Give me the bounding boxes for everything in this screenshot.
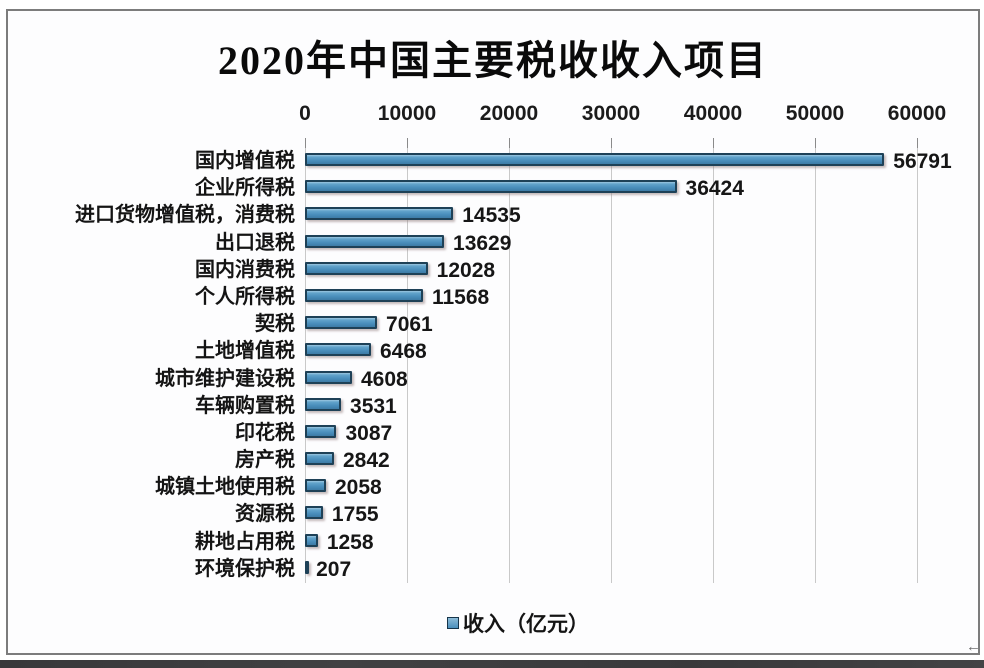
gridline: [611, 148, 612, 583]
chart-frame: [6, 9, 980, 655]
category-label: 环境保护税: [195, 557, 295, 580]
legend: 收入（亿元）: [6, 607, 980, 639]
bar: [305, 560, 309, 574]
x-tick-mark: [611, 138, 612, 148]
category-label: 土地增值税: [195, 340, 295, 363]
bar-row: 城镇土地使用税 2058: [155, 474, 917, 501]
legend-marker-icon: [447, 617, 459, 629]
category-label: 城市维护建设税: [155, 367, 295, 390]
x-tick-mark: [407, 138, 408, 148]
bar-row: 土地增值税 6468: [195, 338, 917, 365]
plot-area: 国内增值税 56791 企业所得税 36424 进口货物增值税，消费税 14535 出口退税…: [75, 148, 952, 583]
category-label: 车辆购置税: [195, 394, 295, 417]
bar-row: 企业所得税 36424: [195, 175, 917, 202]
bar: [305, 533, 318, 547]
bar-value-label: 207: [316, 557, 352, 581]
bar-row: 出口退税 13629: [215, 230, 917, 257]
partial-cursor-glyph: ←: [966, 638, 981, 655]
bar-row: 进口货物增值税，消费税 14535: [75, 202, 917, 229]
x-tick-mark: [917, 138, 918, 148]
gridline: [407, 148, 408, 583]
bar: [305, 452, 334, 466]
bar-row: 印花税 3087: [235, 420, 917, 447]
x-tick-label: 60000: [887, 102, 947, 125]
gridline: [815, 148, 816, 583]
bar-value-label: 56791: [893, 150, 952, 173]
legend-label: 收入（亿元）: [463, 613, 589, 636]
bar-value-label: 11568: [431, 285, 490, 309]
bar: [305, 288, 423, 302]
bar: [305, 343, 371, 357]
bar-row: 国内消费税 12028: [195, 257, 917, 284]
category-label: 国内消费税: [195, 258, 295, 281]
category-label: 出口退税: [215, 231, 295, 254]
category-label: 房产税: [235, 449, 295, 472]
bar: [305, 153, 885, 166]
bar-row: 房产税 2842: [235, 447, 917, 474]
bar-value-label: 3531: [350, 394, 397, 418]
bar-value-label: 13629: [453, 231, 512, 255]
bar-value-label: 7061: [386, 313, 433, 337]
legend-entry: 收入（亿元）: [447, 608, 589, 638]
bar-value-label: 12028: [436, 258, 496, 282]
x-tick-mark: [713, 138, 714, 148]
x-tick-label: 50000: [785, 102, 845, 125]
bar-value-label: 2058: [334, 476, 382, 500]
x-tick-label: 0: [299, 102, 311, 125]
bar: [305, 234, 445, 248]
x-axis-ticks: 0 10000 20000 30000 40000 50000 60000: [299, 102, 946, 148]
bar-value-label: 1755: [331, 503, 379, 527]
bar: [305, 479, 326, 493]
bar-value-label: 3087: [345, 421, 393, 445]
bar-row: 资源税 1755: [235, 501, 917, 528]
bar-value-label: 1258: [326, 530, 374, 554]
bottom-strip: [0, 660, 984, 668]
chart-title: 2020年中国主要税收收入项目: [218, 38, 768, 83]
bar: [305, 207, 454, 221]
bar-row: 个人所得税 11568: [195, 284, 917, 311]
bar-value-label: 6468: [379, 340, 427, 364]
bar: [305, 424, 337, 438]
gridline: [917, 148, 918, 583]
bar-row: 环境保护税 207: [195, 556, 917, 583]
bar-value-label: 4608: [361, 367, 408, 391]
bar: [305, 180, 677, 194]
x-tick-mark: [305, 138, 306, 148]
bar-row: 契税 7061: [255, 311, 917, 338]
category-label: 进口货物增值税，消费税: [75, 204, 295, 227]
category-label: 耕地占用税: [195, 530, 295, 553]
category-label: 契税: [255, 313, 295, 336]
category-label: 城镇土地使用税: [155, 476, 295, 499]
x-tick-label: 30000: [581, 102, 641, 125]
bar-row: 国内增值税 56791: [195, 148, 952, 175]
gridline: [713, 148, 714, 583]
category-label: 资源税: [235, 503, 295, 526]
x-tick-label: 20000: [479, 102, 539, 125]
bar-row: 车辆购置税 3531: [195, 393, 917, 420]
bar: [305, 370, 352, 384]
bar: [305, 506, 323, 520]
x-tick-mark: [815, 138, 816, 148]
category-label: 印花税: [235, 421, 295, 444]
bar-value-label: 14535: [462, 204, 521, 228]
x-tick-label: 40000: [683, 102, 743, 125]
bar-row: 耕地占用税 1258: [195, 529, 917, 556]
category-label: 个人所得税: [195, 285, 295, 308]
bar-value-label: 36424: [685, 177, 744, 201]
gridline: [305, 148, 306, 583]
bar: [305, 316, 378, 330]
x-tick-mark: [509, 138, 510, 148]
bar: [305, 261, 428, 275]
category-label: 企业所得税: [195, 177, 295, 200]
bar: [305, 397, 342, 411]
x-tick-label: 10000: [377, 102, 437, 125]
bar-row: 城市维护建设税 4608: [155, 366, 917, 393]
bar-value-label: 2842: [342, 449, 390, 473]
gridline: [509, 148, 510, 583]
category-label: 国内增值税: [195, 150, 295, 172]
